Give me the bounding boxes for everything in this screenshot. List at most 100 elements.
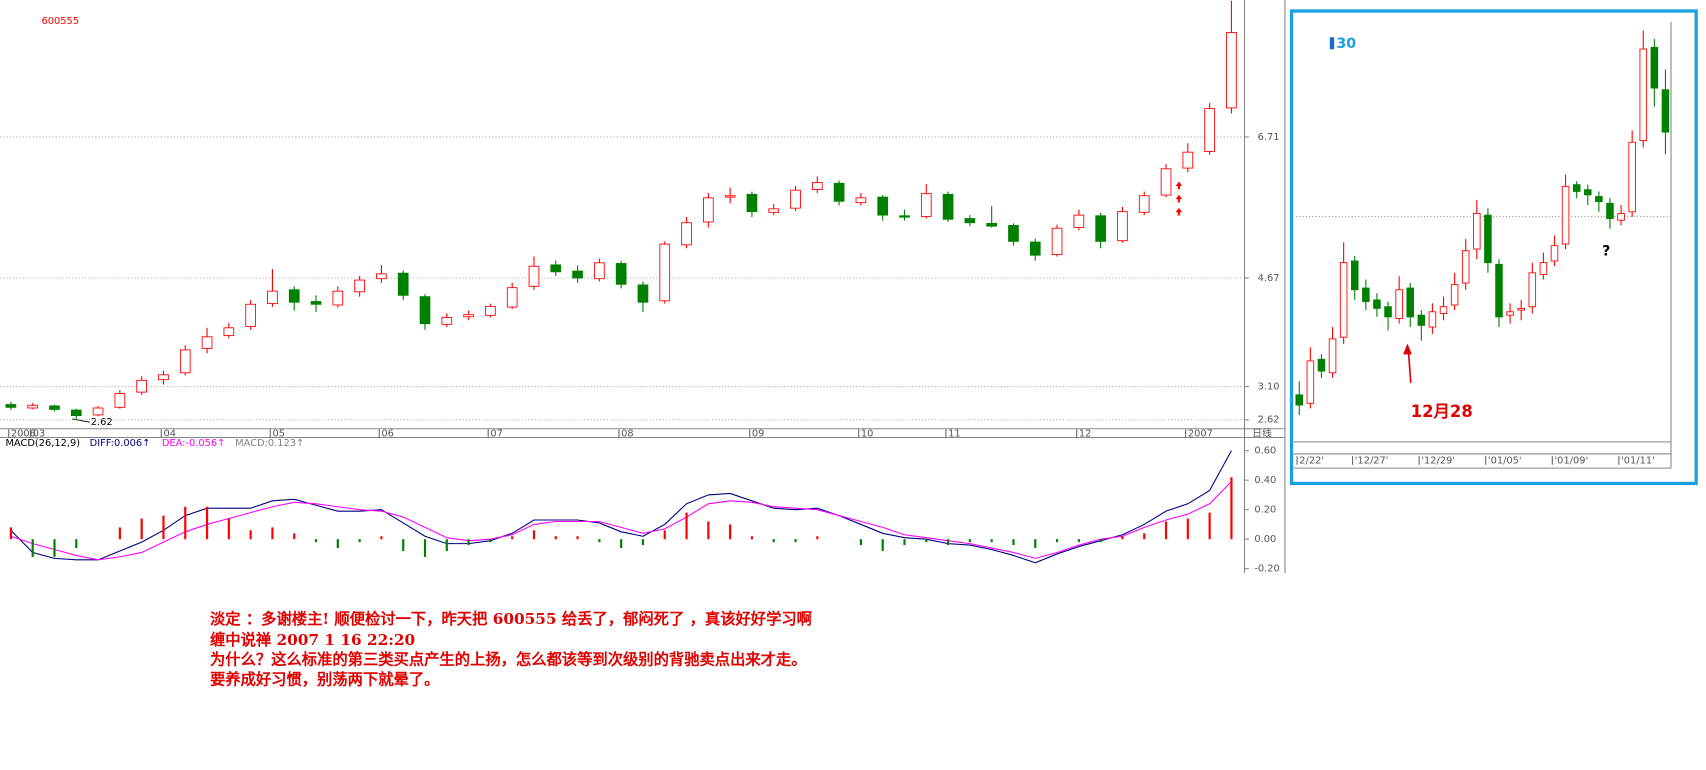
- candle-body: [1008, 225, 1019, 242]
- candle-body: [1306, 360, 1315, 404]
- macd-bar: [53, 539, 56, 557]
- candle-body: [833, 182, 845, 202]
- candle-body: [550, 264, 562, 273]
- macd-bar: [118, 527, 121, 540]
- macd-bar: [467, 539, 470, 546]
- candle-body: [1450, 284, 1459, 306]
- candle-body: [485, 305, 496, 316]
- inset-title: 30: [1336, 36, 1356, 52]
- candle-body: [1617, 213, 1625, 221]
- candle-body: [441, 316, 453, 325]
- y-tick-label: 0.00: [1254, 534, 1276, 545]
- macd-bar: [554, 536, 557, 540]
- candle-body: [506, 287, 518, 308]
- x-tick-label: 2007: [1188, 429, 1213, 440]
- candle-body: [528, 265, 540, 287]
- low-annotation: 2.62: [91, 417, 113, 428]
- arrow-head: [1403, 343, 1412, 355]
- candle-body: [1317, 358, 1326, 372]
- candle-body: [1295, 394, 1304, 406]
- arrow-icon: [1175, 207, 1183, 216]
- macd-bar: [184, 506, 187, 540]
- inset-frame: [1289, 9, 1698, 486]
- candle-body: [768, 208, 780, 213]
- candle-body: [1029, 241, 1041, 256]
- candle-body: [1528, 272, 1537, 308]
- candle-body: [267, 290, 278, 305]
- candle-body: [790, 189, 801, 209]
- indicator-title: MACD(26,12,9): [5, 438, 80, 449]
- macd-line: [10, 481, 1232, 561]
- candle-body: [1350, 260, 1359, 291]
- candle-body: [179, 349, 191, 374]
- macd-bar: [489, 539, 492, 543]
- candle-body: [1339, 262, 1348, 338]
- candle-body: [986, 222, 998, 227]
- macd-bar: [794, 539, 797, 543]
- candle-body: [594, 262, 605, 280]
- legend-entry: DIFF:0.006↑: [90, 438, 151, 449]
- candle-body: [310, 301, 322, 305]
- x-tick-label: '01/11': [1621, 455, 1655, 466]
- candle-body: [1484, 214, 1492, 264]
- arrow-icon: [1175, 194, 1183, 203]
- macd-bar: [140, 518, 143, 540]
- macd-bar: [205, 506, 209, 540]
- macd-bar: [1164, 521, 1168, 540]
- x-tick-label: 12: [1079, 429, 1092, 440]
- buy-arrows: [1175, 181, 1183, 216]
- macd-bar: [946, 539, 950, 546]
- candle-body: [1595, 196, 1603, 203]
- arrow: [1407, 352, 1412, 383]
- candle-body: [1473, 213, 1481, 250]
- candle-body: [637, 284, 649, 303]
- candle-body: [942, 193, 954, 220]
- macd-bar: [380, 536, 383, 540]
- candle-body: [1204, 108, 1215, 152]
- candle-body: [746, 193, 758, 213]
- macd-line: [10, 450, 1232, 564]
- candle-body: [1395, 289, 1403, 320]
- macd-bar: [336, 539, 339, 549]
- x-tick-label: '01/09': [1554, 455, 1588, 466]
- macd-bar: [445, 539, 448, 551]
- candle-body: [1606, 202, 1614, 219]
- candle-body: [332, 290, 344, 306]
- macd-bar: [685, 512, 688, 540]
- candle-body: [419, 296, 431, 325]
- stock-code: 600555: [42, 16, 80, 27]
- candle-body: [899, 215, 910, 218]
- candle-body: [1160, 168, 1172, 196]
- candle-body: [245, 303, 256, 327]
- macd-bar: [511, 536, 514, 540]
- macd-bar: [75, 539, 78, 549]
- macd-bar: [925, 539, 928, 543]
- x-tick-label: '01/05': [1488, 455, 1522, 466]
- y-tick-label: 6.71: [1258, 132, 1280, 143]
- macd-bar: [1208, 512, 1211, 540]
- candle-body: [49, 405, 60, 410]
- macd-bar: [162, 515, 165, 540]
- y-tick-label: -0.20: [1254, 564, 1279, 575]
- x-tick-label: '12/29': [1421, 455, 1455, 466]
- candle-body: [615, 263, 627, 285]
- candle-body: [1373, 299, 1381, 309]
- macd-bar: [990, 539, 993, 543]
- macd-bar: [707, 521, 710, 540]
- macd-bar: [423, 539, 427, 557]
- candle-body: [1661, 89, 1670, 133]
- candle-body: [964, 218, 976, 224]
- candle-body: [463, 314, 474, 318]
- candle-body: [1572, 184, 1581, 192]
- period-label: 日线: [1252, 427, 1272, 440]
- candle-body: [1095, 215, 1106, 242]
- macd-bar: [358, 539, 361, 543]
- x-tick-label: 06: [381, 429, 394, 440]
- candle-body: [5, 404, 17, 408]
- legend-entry: MACD:0.123↑: [235, 438, 304, 449]
- candle-body: [877, 196, 889, 216]
- candle-body: [376, 273, 387, 280]
- candle-body: [1584, 189, 1592, 196]
- candle-body: [1417, 314, 1426, 326]
